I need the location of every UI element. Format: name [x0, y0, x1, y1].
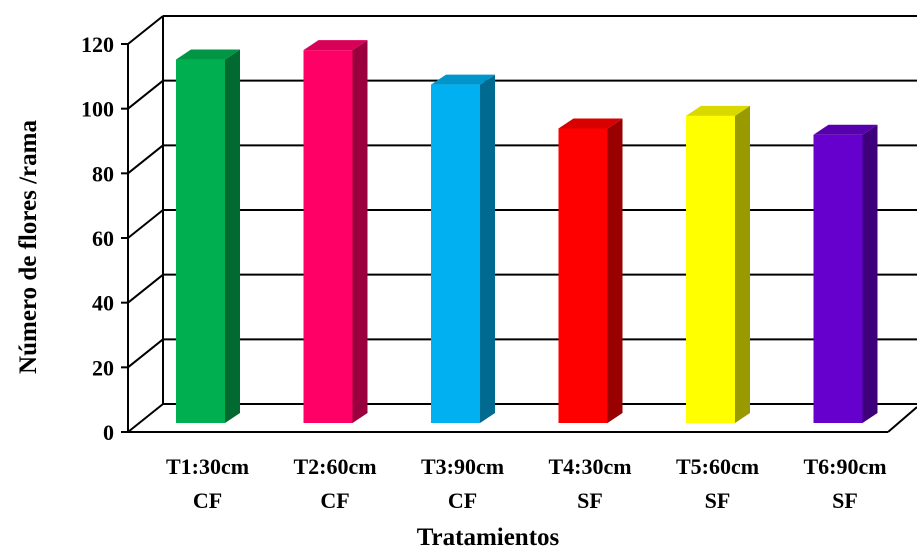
y-tick-label: 120	[81, 32, 114, 57]
bar-front	[176, 59, 225, 424]
bar-4	[558, 118, 623, 423]
y-tick-label: 100	[81, 97, 114, 122]
bar-top	[686, 105, 750, 116]
gridline-diagonal	[127, 144, 164, 175]
x-category-label-line2: CF	[320, 488, 349, 513]
x-category-label-line1: T4:30cm	[548, 454, 631, 479]
bar-front	[303, 50, 353, 424]
y-tick-label: 20	[92, 355, 114, 380]
bar-side	[480, 74, 495, 423]
bar-front	[686, 115, 735, 423]
bar-5	[686, 105, 750, 423]
y-tick-label: 60	[92, 226, 114, 251]
x-category-label-line1: T5:60cm	[676, 454, 759, 479]
y-axis-title: Número de flores /rama	[15, 120, 42, 374]
bar-top	[558, 118, 623, 129]
bar-side	[225, 49, 240, 424]
x-category-label-line1: T3:90cm	[421, 454, 504, 479]
gridline-diagonal	[127, 403, 164, 433]
bar-6	[813, 124, 878, 423]
bar-top	[176, 49, 240, 60]
bar-side	[735, 105, 750, 423]
bar-side	[607, 118, 623, 423]
x-category-label-line1: T6:90cm	[803, 454, 886, 479]
gridline-diagonal	[127, 338, 164, 369]
bar-1	[176, 49, 240, 424]
y-tick-labels: 0 20 40 60 80 100 120	[81, 32, 114, 445]
bar-side	[862, 124, 878, 423]
bar-top	[813, 124, 878, 135]
x-category-label-line1: T1:30cm	[166, 454, 249, 479]
x-category-label-line2: SF	[705, 488, 731, 513]
bar-3	[431, 74, 495, 423]
x-category-label-line2: SF	[832, 488, 858, 513]
x-category-label-line2: SF	[577, 488, 603, 513]
gridlines	[127, 15, 917, 433]
floor-edge	[887, 406, 917, 433]
gridline-diagonal	[127, 209, 164, 239]
x-axis-title: Tratamientos	[417, 524, 560, 547]
y-tick-label: 80	[92, 161, 114, 186]
gridline-diagonal	[127, 15, 164, 45]
x-category-label-line2: CF	[193, 488, 222, 513]
bar-front	[431, 84, 480, 423]
bar-top	[431, 74, 495, 85]
bar-2	[303, 40, 368, 424]
x-category-label-line2: CF	[448, 488, 477, 513]
gridline-diagonal	[127, 273, 164, 304]
bar-top	[303, 40, 368, 51]
y-tick-label: 0	[103, 420, 114, 445]
bar-front	[558, 128, 608, 423]
axes	[121, 16, 917, 433]
x-category-label-line1: T2:60cm	[293, 454, 376, 479]
y-tick-label: 40	[92, 291, 114, 316]
bar-side	[352, 40, 368, 424]
x-category-labels: T1:30cm CF T2:60cm CF T3:90cm CF T4:30cm SF T5:6…	[166, 454, 887, 513]
gridline-diagonal	[127, 79, 164, 110]
bar-front	[813, 134, 863, 423]
bars	[176, 40, 878, 424]
